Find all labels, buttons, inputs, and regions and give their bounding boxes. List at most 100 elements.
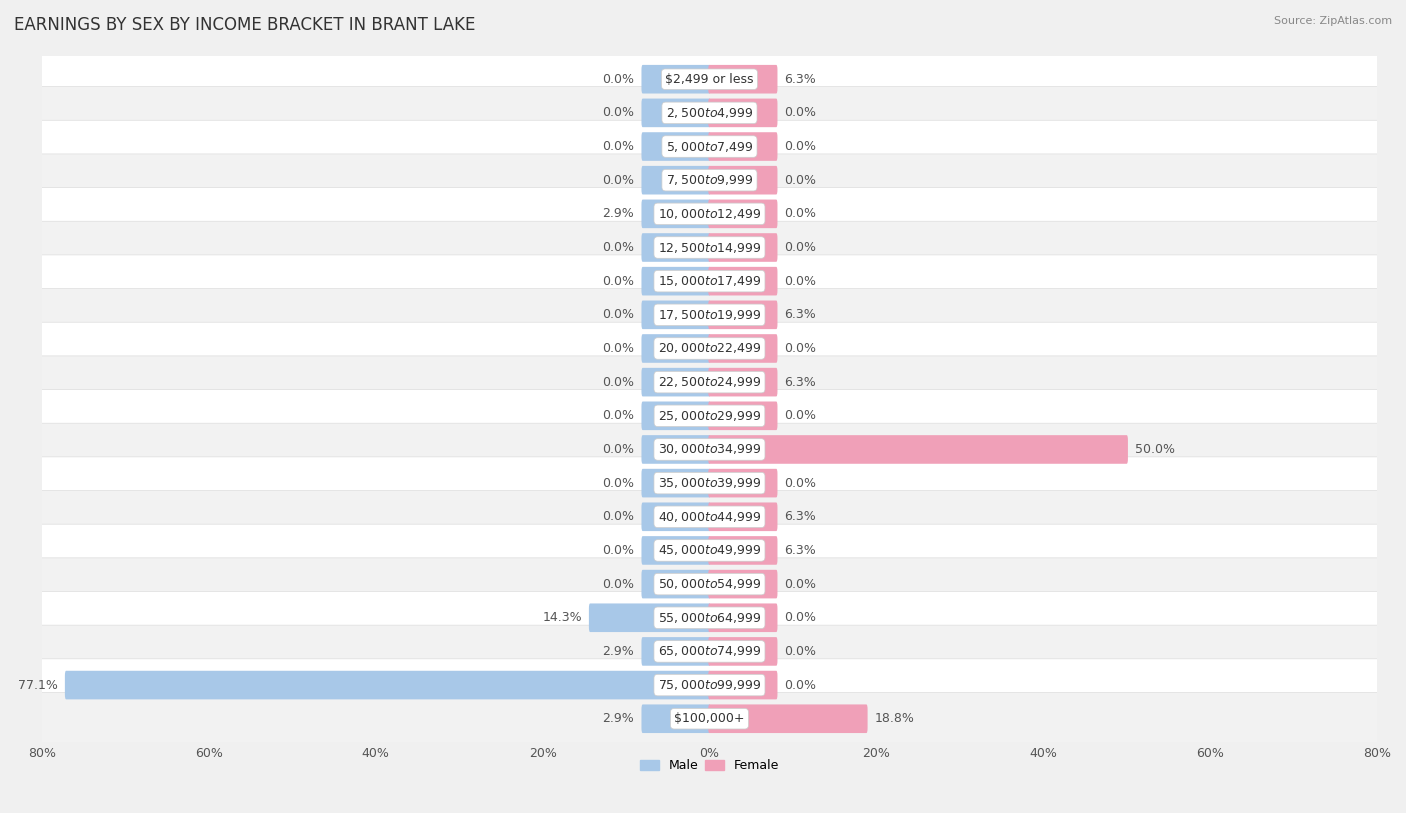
FancyBboxPatch shape xyxy=(641,166,710,194)
Text: $50,000 to $54,999: $50,000 to $54,999 xyxy=(658,577,761,591)
Text: 6.3%: 6.3% xyxy=(785,544,817,557)
Text: 0.0%: 0.0% xyxy=(785,342,817,355)
FancyBboxPatch shape xyxy=(39,188,1379,240)
FancyBboxPatch shape xyxy=(641,334,710,363)
Text: $20,000 to $22,499: $20,000 to $22,499 xyxy=(658,341,761,355)
FancyBboxPatch shape xyxy=(39,322,1379,375)
FancyBboxPatch shape xyxy=(709,469,778,498)
FancyBboxPatch shape xyxy=(709,267,778,295)
Text: EARNINGS BY SEX BY INCOME BRACKET IN BRANT LAKE: EARNINGS BY SEX BY INCOME BRACKET IN BRA… xyxy=(14,16,475,34)
Text: $25,000 to $29,999: $25,000 to $29,999 xyxy=(658,409,761,423)
Text: 6.3%: 6.3% xyxy=(785,308,817,321)
Text: $2,500 to $4,999: $2,500 to $4,999 xyxy=(665,106,754,120)
FancyBboxPatch shape xyxy=(39,120,1379,173)
FancyBboxPatch shape xyxy=(709,301,778,329)
FancyBboxPatch shape xyxy=(39,524,1379,576)
Text: 6.3%: 6.3% xyxy=(785,376,817,389)
Text: 0.0%: 0.0% xyxy=(785,611,817,624)
FancyBboxPatch shape xyxy=(65,671,710,699)
FancyBboxPatch shape xyxy=(39,558,1379,611)
FancyBboxPatch shape xyxy=(39,457,1379,510)
FancyBboxPatch shape xyxy=(641,570,710,598)
FancyBboxPatch shape xyxy=(641,233,710,262)
FancyBboxPatch shape xyxy=(39,659,1379,711)
Text: 0.0%: 0.0% xyxy=(602,476,634,489)
Text: $35,000 to $39,999: $35,000 to $39,999 xyxy=(658,476,761,490)
FancyBboxPatch shape xyxy=(709,367,778,397)
Text: 18.8%: 18.8% xyxy=(875,712,914,725)
Text: 0.0%: 0.0% xyxy=(785,275,817,288)
FancyBboxPatch shape xyxy=(39,625,1379,678)
Text: 0.0%: 0.0% xyxy=(785,476,817,489)
Text: 6.3%: 6.3% xyxy=(785,72,817,85)
FancyBboxPatch shape xyxy=(709,603,778,632)
Text: 0.0%: 0.0% xyxy=(602,544,634,557)
Text: $2,499 or less: $2,499 or less xyxy=(665,72,754,85)
Text: 0.0%: 0.0% xyxy=(602,275,634,288)
FancyBboxPatch shape xyxy=(641,98,710,127)
FancyBboxPatch shape xyxy=(709,536,778,565)
Text: 2.9%: 2.9% xyxy=(603,645,634,658)
Text: 2.9%: 2.9% xyxy=(603,712,634,725)
FancyBboxPatch shape xyxy=(39,592,1379,644)
FancyBboxPatch shape xyxy=(641,65,710,93)
Text: 0.0%: 0.0% xyxy=(602,342,634,355)
Text: 0.0%: 0.0% xyxy=(602,174,634,187)
FancyBboxPatch shape xyxy=(641,402,710,430)
FancyBboxPatch shape xyxy=(709,570,778,598)
Text: $7,500 to $9,999: $7,500 to $9,999 xyxy=(665,173,754,187)
FancyBboxPatch shape xyxy=(39,255,1379,307)
FancyBboxPatch shape xyxy=(709,133,778,161)
FancyBboxPatch shape xyxy=(641,367,710,397)
FancyBboxPatch shape xyxy=(39,693,1379,745)
Text: 0.0%: 0.0% xyxy=(602,107,634,120)
FancyBboxPatch shape xyxy=(39,289,1379,341)
FancyBboxPatch shape xyxy=(589,603,710,632)
FancyBboxPatch shape xyxy=(39,87,1379,139)
Text: 0.0%: 0.0% xyxy=(602,72,634,85)
Text: 0.0%: 0.0% xyxy=(602,376,634,389)
FancyBboxPatch shape xyxy=(641,704,710,733)
FancyBboxPatch shape xyxy=(39,389,1379,442)
FancyBboxPatch shape xyxy=(641,502,710,531)
Text: 0.0%: 0.0% xyxy=(602,308,634,321)
Text: 14.3%: 14.3% xyxy=(543,611,582,624)
FancyBboxPatch shape xyxy=(39,221,1379,274)
Text: Source: ZipAtlas.com: Source: ZipAtlas.com xyxy=(1274,16,1392,26)
Text: 0.0%: 0.0% xyxy=(785,577,817,590)
Text: $100,000+: $100,000+ xyxy=(675,712,745,725)
FancyBboxPatch shape xyxy=(709,65,778,93)
FancyBboxPatch shape xyxy=(709,334,778,363)
Text: 0.0%: 0.0% xyxy=(785,207,817,220)
Text: 0.0%: 0.0% xyxy=(785,174,817,187)
FancyBboxPatch shape xyxy=(709,166,778,194)
Text: 0.0%: 0.0% xyxy=(785,679,817,692)
Text: 0.0%: 0.0% xyxy=(602,443,634,456)
FancyBboxPatch shape xyxy=(39,424,1379,476)
FancyBboxPatch shape xyxy=(709,435,1128,463)
Text: $55,000 to $64,999: $55,000 to $64,999 xyxy=(658,611,761,624)
FancyBboxPatch shape xyxy=(709,704,868,733)
Text: $15,000 to $17,499: $15,000 to $17,499 xyxy=(658,274,761,288)
FancyBboxPatch shape xyxy=(39,154,1379,207)
FancyBboxPatch shape xyxy=(709,637,778,666)
Text: $12,500 to $14,999: $12,500 to $14,999 xyxy=(658,241,761,254)
FancyBboxPatch shape xyxy=(641,133,710,161)
FancyBboxPatch shape xyxy=(39,356,1379,408)
FancyBboxPatch shape xyxy=(641,435,710,463)
Text: $40,000 to $44,999: $40,000 to $44,999 xyxy=(658,510,761,524)
FancyBboxPatch shape xyxy=(641,536,710,565)
FancyBboxPatch shape xyxy=(709,671,778,699)
Text: 6.3%: 6.3% xyxy=(785,511,817,524)
Text: 0.0%: 0.0% xyxy=(602,241,634,254)
Text: $45,000 to $49,999: $45,000 to $49,999 xyxy=(658,543,761,558)
Text: 0.0%: 0.0% xyxy=(785,409,817,422)
Text: $22,500 to $24,999: $22,500 to $24,999 xyxy=(658,375,761,389)
Text: $17,500 to $19,999: $17,500 to $19,999 xyxy=(658,308,761,322)
FancyBboxPatch shape xyxy=(709,199,778,228)
FancyBboxPatch shape xyxy=(641,267,710,295)
Text: $75,000 to $99,999: $75,000 to $99,999 xyxy=(658,678,761,692)
FancyBboxPatch shape xyxy=(641,469,710,498)
Text: 0.0%: 0.0% xyxy=(602,577,634,590)
FancyBboxPatch shape xyxy=(709,502,778,531)
